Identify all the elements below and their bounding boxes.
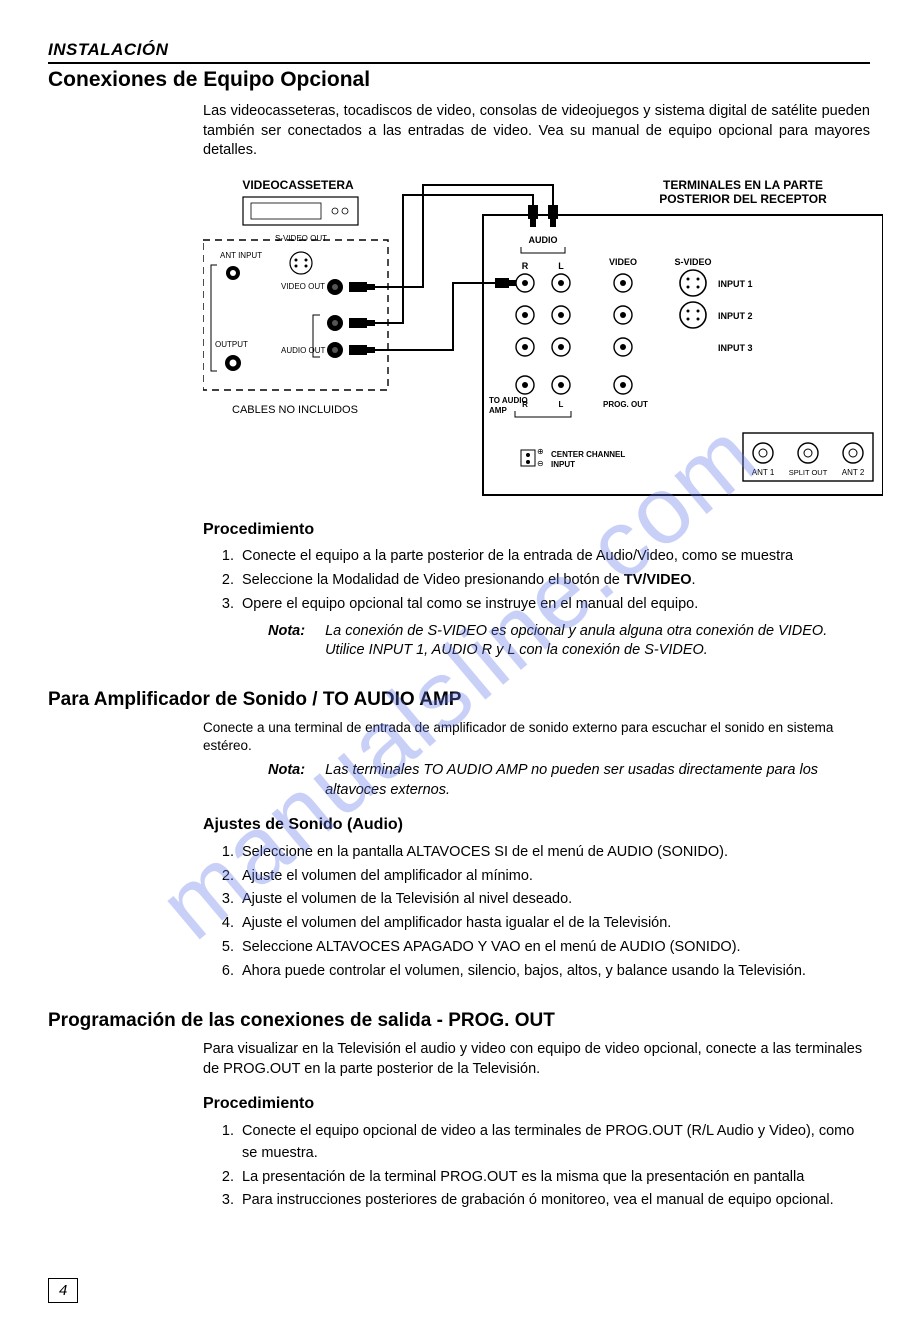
connection-diagram: VIDEOCASSETERA TERMINALES EN LA PARTE PO…	[203, 175, 870, 505]
label-svideo-col: S-VIDEO	[674, 257, 711, 267]
procedure-heading-2: Procedimiento	[203, 1093, 870, 1115]
note-2: Nota: Las terminales TO AUDIO AMP no pue…	[268, 761, 870, 800]
label-output: OUTPUT	[215, 340, 248, 349]
label-col-L: L	[558, 261, 564, 271]
audio-step-3: Ajuste el volumen de la Televisión al ni…	[238, 889, 870, 911]
amp-intro: Conecte a una terminal de entrada de amp…	[203, 719, 870, 755]
label-col-R: R	[522, 261, 529, 271]
label-svideo-out: S-VIDEO OUT	[275, 234, 327, 243]
label-prog-out: PROG. OUT	[603, 400, 648, 409]
label-row4-L: L	[559, 400, 564, 409]
label-ant2: ANT 2	[842, 468, 865, 477]
label-split-out: SPLIT OUT	[789, 468, 828, 477]
procedure-list-1: Conecte el equipo a la parte posterior d…	[238, 546, 870, 615]
audio-step-5: Seleccione ALTAVOCES APAGADO Y VAO en el…	[238, 937, 870, 959]
receiver-title-1: TERMINALES EN LA PARTE	[663, 178, 823, 192]
svg-text:⊖: ⊖	[537, 459, 544, 468]
proc2-item3: Para instrucciones posteriores de grabac…	[238, 1190, 870, 1212]
proc1-item2: Seleccione la Modalidad de Video presion…	[238, 570, 870, 592]
vcr-title: VIDEOCASSETERA	[242, 178, 354, 192]
label-input2: INPUT 2	[718, 311, 753, 321]
label-center-1: CENTER CHANNEL	[551, 450, 625, 459]
audio-step-1: Seleccione en la pantalla ALTAVOCES SI d…	[238, 842, 870, 864]
intro-paragraph: Las videocasseteras, tocadiscos de video…	[203, 102, 870, 161]
label-input1: INPUT 1	[718, 279, 753, 289]
note2-text: Las terminales TO AUDIO AMP no pueden se…	[325, 761, 870, 800]
proc2-item1: Conecte el equipo opcional de video a la…	[238, 1121, 870, 1165]
label-ant1: ANT 1	[752, 468, 775, 477]
audio-steps-list: Seleccione en la pantalla ALTAVOCES SI d…	[238, 842, 870, 983]
label-audio: AUDIO	[529, 235, 558, 245]
proc1-item3: Opere el equipo opcional tal como se ins…	[238, 594, 870, 616]
audio-step-2: Ajuste el volumen del amplificador al mí…	[238, 866, 870, 888]
label-input3: INPUT 3	[718, 343, 753, 353]
proc2-item2: La presentación de la terminal PROG.OUT …	[238, 1167, 870, 1189]
note-1: Nota: La conexión de S-VIDEO es opcional…	[268, 622, 870, 661]
label-to-audio-2: AMP	[489, 406, 507, 415]
page-title: Conexiones de Equipo Opcional	[48, 68, 870, 92]
audio-step-6: Ahora puede controlar el volumen, silenc…	[238, 961, 870, 983]
receiver-title-2: POSTERIOR DEL RECEPTOR	[659, 192, 827, 206]
label-ant-input: ANT INPUT	[220, 251, 262, 260]
prog-intro: Para visualizar en la Televisión el audi…	[203, 1040, 870, 1079]
note1-text: La conexión de S-VIDEO es opcional y anu…	[325, 622, 870, 661]
audio-adjust-heading: Ajustes de Sonido (Audio)	[203, 814, 870, 836]
label-to-audio-1: TO AUDIO	[489, 396, 528, 405]
label-center-2: INPUT	[551, 460, 575, 469]
heading-amp: Para Amplificador de Sonido / TO AUDIO A…	[48, 689, 870, 711]
cables-note: CABLES NO INCLUIDOS	[232, 404, 358, 416]
heading-prog-out: Programación de las conexiones de salida…	[48, 1010, 870, 1032]
svg-text:⊕: ⊕	[537, 447, 544, 456]
note1-label: Nota:	[268, 622, 305, 661]
label-video-out: VIDEO OUT	[281, 282, 325, 291]
note2-label: Nota:	[268, 761, 305, 800]
label-video-col: VIDEO	[609, 257, 637, 267]
procedure-heading-1: Procedimiento	[203, 519, 870, 541]
label-audio-out: AUDIO OUT	[281, 346, 326, 355]
proc1-item1: Conecte el equipo a la parte posterior d…	[238, 546, 870, 568]
audio-step-4: Ajuste el volumen del amplificador hasta…	[238, 913, 870, 935]
procedure-list-2: Conecte el equipo opcional de video a la…	[238, 1121, 870, 1212]
section-header: INSTALACIÓN	[48, 40, 870, 64]
page-number: 4	[48, 1278, 78, 1303]
